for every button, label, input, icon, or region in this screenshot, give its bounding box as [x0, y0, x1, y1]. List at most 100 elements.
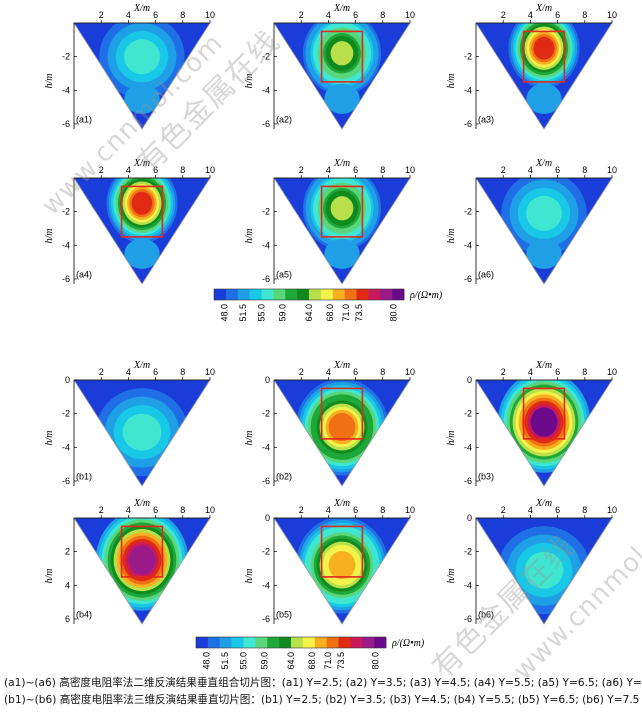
heatmap-a3: [476, 23, 612, 129]
y-tick-label: -4: [62, 240, 70, 250]
caption-line-2: (b1)~(b6) 高密度电阻率法三维反演结果垂直切片图：(b1) Y=2.5;…: [4, 694, 640, 706]
panel-a3: 2 4 6 8 10 X/m -2 -4 -6 h/m (a3): [446, 3, 617, 130]
heatmap-b5: [274, 518, 410, 624]
x-tick-label: 6: [153, 505, 158, 515]
contour-band: [128, 419, 156, 445]
x-tick-label: 2: [99, 367, 104, 377]
x-axis-label: X/m: [133, 158, 150, 169]
contour-band: [128, 545, 156, 575]
caption-line-1: (a1)~(a6) 高密度电阻率法二维反演结果垂直组合切片图：(a1) Y=2.…: [4, 677, 642, 689]
panel-label: (b2): [276, 471, 292, 481]
x-tick-label: 10: [405, 505, 415, 515]
y-tick-label: -2: [464, 547, 472, 557]
y-tick-label: 4: [65, 580, 70, 590]
x-tick-label: 6: [153, 10, 158, 20]
y-tick-label: -6: [464, 119, 472, 129]
x-tick-label: 6: [555, 505, 560, 515]
y-tick-label: -6: [464, 614, 472, 624]
y-axis-label: h/m: [446, 431, 457, 446]
x-tick-label: 2: [299, 367, 304, 377]
y-tick-label: -4: [262, 240, 270, 250]
y-tick-label: -2: [464, 409, 472, 419]
heatmap-a2: [274, 23, 410, 129]
colorbar-tick-label: 73.5: [354, 304, 364, 322]
y-axis-label: h/m: [244, 74, 255, 89]
x-tick-label: 2: [99, 10, 104, 20]
anomaly-box: [522, 30, 566, 83]
x-tick-label: 8: [180, 10, 185, 20]
colorbar-tick-label: 55.0: [257, 304, 267, 322]
contour-band: [526, 83, 562, 114]
panel-b4: 2 4 6 8 10 X/m 2 4 6 h/m (b4): [44, 498, 215, 625]
contour-band: [324, 83, 360, 114]
colorbar-tick-label: 64.0: [304, 304, 314, 322]
colorbar-swatch: [214, 289, 227, 300]
anomaly-box: [320, 30, 364, 83]
x-tick-label: 8: [380, 10, 385, 20]
y-axis-label: h/m: [244, 569, 255, 584]
contour-band: [526, 238, 562, 269]
colorbar-tick-label: 51.5: [220, 652, 230, 670]
colorbar-tick-label: 59.0: [278, 304, 288, 322]
colorbar-swatch: [231, 637, 244, 648]
x-axis-label: X/m: [535, 360, 552, 371]
x-tick-label: 8: [582, 165, 587, 175]
x-tick-label: 6: [153, 367, 158, 377]
heatmap-a5: [274, 178, 410, 284]
panel-b3: 2 4 6 8 10 X/m 0 -2 -4 -6 h/m (b3): [446, 360, 617, 487]
x-tick-label: 8: [380, 367, 385, 377]
panel-b5: 2 4 6 8 10 X/m 0 -2 -4 -6 h/m (b5): [244, 498, 415, 625]
y-tick-label: -4: [464, 85, 472, 95]
y-axis-label: h/m: [446, 229, 457, 244]
y-tick-label: -4: [62, 85, 70, 95]
anomaly-box: [320, 525, 364, 578]
anomaly-box: [120, 525, 164, 578]
x-axis-label: X/m: [535, 3, 552, 14]
colorbar-swatch: [350, 637, 363, 648]
colorbar-tick-label: 59.0: [260, 652, 270, 670]
contour-band: [328, 413, 356, 442]
y-tick-label: -2: [62, 409, 70, 419]
colorbar-swatch: [314, 637, 327, 648]
y-axis-label: h/m: [244, 431, 255, 446]
colorbar-swatch: [356, 289, 369, 300]
x-tick-label: 8: [380, 165, 385, 175]
heatmap-b2: [274, 380, 410, 486]
colorbar-tick-label: 68.0: [307, 652, 317, 670]
panel-label: (a3): [478, 114, 494, 124]
y-tick-label: -4: [262, 442, 270, 452]
colorbar-tick-label: 71.0: [341, 304, 351, 322]
heatmap-a1: [74, 23, 210, 129]
y-tick-label: 6: [65, 614, 70, 624]
x-tick-label: 10: [405, 367, 415, 377]
contour-band: [531, 201, 557, 226]
x-tick-label: 6: [555, 165, 560, 175]
x-tick-label: 6: [555, 10, 560, 20]
colorbar-swatch: [207, 637, 221, 648]
contour-band: [124, 238, 160, 269]
y-axis-label: h/m: [44, 229, 55, 244]
colorbar-swatch: [255, 637, 268, 648]
y-axis-label: h/m: [44, 431, 55, 446]
x-axis-label: X/m: [333, 158, 350, 169]
x-tick-label: 4: [326, 367, 331, 377]
x-tick-label: 6: [353, 10, 358, 20]
x-tick-label: 10: [205, 367, 215, 377]
colorbar-tick-label: 51.5: [238, 304, 248, 322]
x-tick-label: 10: [205, 165, 215, 175]
panel-label: (b6): [478, 609, 494, 619]
y-tick-label: -6: [262, 274, 270, 284]
x-axis-label: X/m: [535, 498, 552, 509]
x-tick-label: 6: [353, 367, 358, 377]
colorbar-swatch: [338, 637, 351, 648]
x-tick-label: 8: [582, 505, 587, 515]
colorbar-tick-label: 64.0: [286, 652, 296, 670]
y-tick-label: -6: [62, 476, 70, 486]
y-tick-label: -4: [62, 442, 70, 452]
contour-band: [328, 551, 356, 580]
colorbar-swatch: [368, 289, 381, 300]
colorbar-tick-label: 55.0: [239, 652, 249, 670]
x-tick-label: 4: [126, 10, 131, 20]
colorbar-swatch: [344, 289, 357, 300]
